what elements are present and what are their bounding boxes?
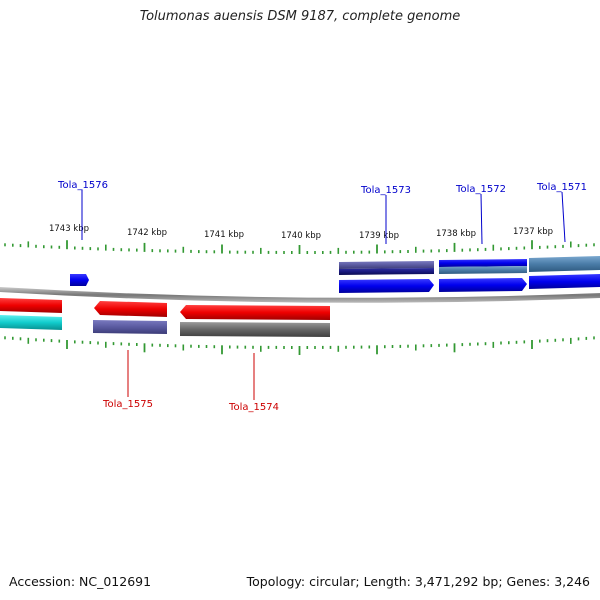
ruler-label-1742: 1742 kbp bbox=[127, 228, 167, 238]
accession-text: Accession: NC_012691 bbox=[9, 574, 152, 589]
gene-feature-darkblue-upper[interactable] bbox=[339, 268, 434, 275]
gene-feature-tola-1574-lower[interactable] bbox=[180, 322, 330, 337]
gene-feature-tola-1571[interactable] bbox=[529, 274, 600, 289]
gene-feature-blue-upper-1572[interactable] bbox=[439, 259, 527, 267]
top-tick-ruler bbox=[4, 240, 595, 254]
gene-label-tola-1575[interactable]: Tola_1575 bbox=[102, 399, 153, 410]
gene-feature-steel-upper-1572[interactable] bbox=[439, 266, 527, 274]
leader-line-tola-1571 bbox=[561, 191, 566, 243]
gene-feature-slate-upper[interactable] bbox=[339, 261, 434, 269]
gene-feature-tola-1571-upper[interactable] bbox=[529, 256, 600, 272]
gene-label-tola-1571[interactable]: Tola_1571 bbox=[536, 182, 587, 193]
gene-label-tola-1572[interactable]: Tola_1572 bbox=[455, 184, 506, 195]
leader-line-tola-1572 bbox=[480, 193, 483, 245]
ruler-label-1743: 1743 kbp bbox=[49, 224, 89, 234]
gene-feature-tola-1573[interactable] bbox=[339, 279, 434, 293]
ruler-label-1739: 1739 kbp bbox=[359, 231, 399, 241]
gene-feature-cyan-left[interactable] bbox=[0, 315, 62, 330]
gene-feature-tola-1574[interactable] bbox=[180, 305, 330, 320]
map-title: Tolumonas auensis DSM 9187, complete gen… bbox=[139, 9, 461, 24]
ruler-label-1738: 1738 kbp bbox=[436, 229, 476, 239]
genome-backbone bbox=[0, 287, 600, 303]
gene-label-tola-1576[interactable]: Tola_1576 bbox=[57, 180, 108, 191]
ruler-label-1741: 1741 kbp bbox=[204, 230, 244, 240]
bottom-tick-ruler bbox=[4, 336, 595, 355]
gene-label-tola-1573[interactable]: Tola_1573 bbox=[360, 185, 411, 196]
ruler-label-1737: 1737 kbp bbox=[513, 227, 553, 237]
gene-feature-red-left[interactable] bbox=[0, 298, 62, 313]
gene-label-tola-1574[interactable]: Tola_1574 bbox=[228, 402, 279, 413]
gene-feature-tola-1575[interactable] bbox=[94, 301, 167, 317]
gene-feature-tola-1576[interactable] bbox=[70, 274, 89, 286]
genome-summary-text: Topology: circular; Length: 3,471,292 bp… bbox=[246, 574, 590, 589]
gene-feature-tola-1575-lower[interactable] bbox=[93, 320, 167, 334]
ruler-label-1740: 1740 kbp bbox=[281, 231, 321, 241]
gene-feature-tola-1572[interactable] bbox=[439, 278, 527, 292]
